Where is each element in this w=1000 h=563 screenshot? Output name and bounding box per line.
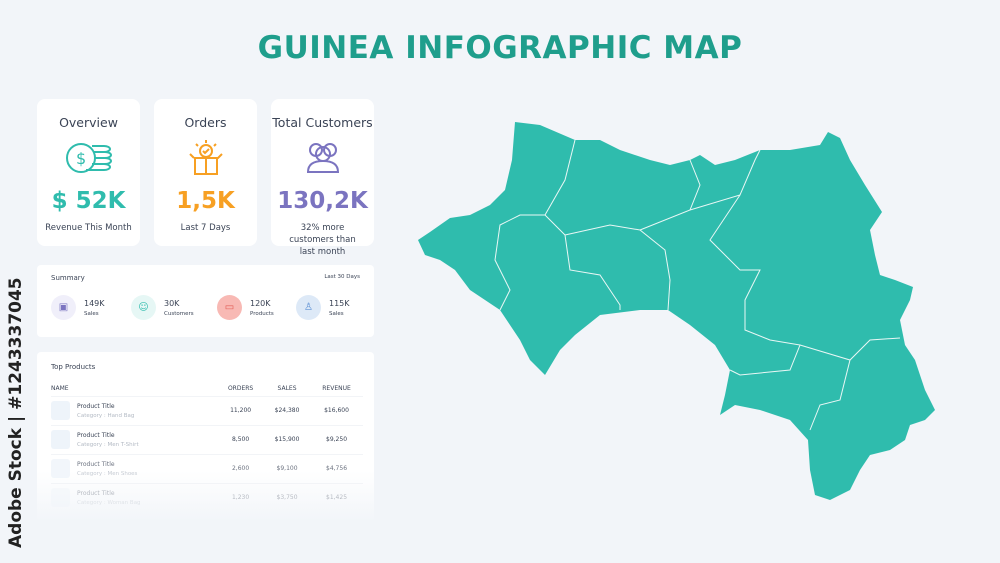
summary-item: ▣ 149K Sales bbox=[51, 295, 105, 320]
table-row[interactable]: Product Title Category : Woman Bag 1,230 $3… bbox=[51, 482, 363, 512]
customers-value: 130,2K bbox=[277, 188, 368, 214]
orders-value: 1,5K bbox=[176, 188, 235, 214]
top-products-panel: Top Products NAME ORDERS SALES REVENUE Prod… bbox=[37, 352, 374, 522]
customers-sub: 32% more customers than last month bbox=[289, 223, 356, 257]
sales-icon: ▣ bbox=[51, 295, 76, 320]
summary-label: Customers bbox=[164, 310, 194, 317]
product-thumbnail bbox=[51, 430, 70, 449]
card-title: Overview bbox=[59, 115, 118, 130]
watermark: Adobe Stock | #1243337045 bbox=[6, 277, 26, 548]
svg-text:$: $ bbox=[76, 149, 86, 168]
orders: 2,600 bbox=[217, 453, 265, 483]
overview-value: $ 52K bbox=[51, 188, 126, 214]
overview-sub: Revenue This Month bbox=[45, 223, 132, 233]
col-name: NAME bbox=[51, 385, 69, 393]
summary-value: 30K bbox=[164, 298, 180, 308]
revenue: $9,250 bbox=[310, 424, 363, 454]
summary-item: ♙ 115K Sales bbox=[296, 295, 350, 320]
product-thumbnail bbox=[51, 401, 70, 420]
dollar-coins-icon: $ bbox=[37, 138, 140, 180]
region-borders bbox=[494, 139, 901, 431]
product-name: Product Title bbox=[77, 460, 115, 468]
bag-icon: ♙ bbox=[296, 295, 321, 320]
product-thumbnail bbox=[51, 459, 70, 478]
table-row[interactable]: Product Title Category : Hand Bag 11,200 $2… bbox=[51, 395, 363, 425]
table-row[interactable]: Product Title Category : Men Shoes 2,600 $9… bbox=[51, 453, 363, 483]
revenue: $16,600 bbox=[310, 395, 363, 425]
col-revenue: REVENUE bbox=[322, 385, 351, 393]
page-title: GUINEA INFOGRAPHIC MAP bbox=[257, 30, 743, 66]
summary-label: Products bbox=[250, 310, 274, 317]
summary-item: ☺ 30K Customers bbox=[131, 295, 194, 320]
col-orders: ORDERS bbox=[227, 385, 254, 393]
guinea-country-shape bbox=[418, 122, 935, 500]
summary-range: Last 30 Days bbox=[324, 274, 360, 280]
orders: 8,500 bbox=[217, 424, 265, 454]
product-name: Product Title bbox=[77, 402, 115, 410]
orders-card: Orders 1,5K Last 7 Days bbox=[154, 99, 257, 246]
product-name: Product Title bbox=[77, 431, 115, 439]
card-title: Orders bbox=[184, 115, 227, 130]
summary-value: 115K bbox=[329, 298, 350, 308]
revenue: $4,756 bbox=[310, 453, 363, 483]
product-category: Category : Woman Bag bbox=[77, 499, 141, 506]
sales: $24,380 bbox=[264, 395, 311, 425]
orders: 1,230 bbox=[217, 482, 265, 512]
customers-card: Total Customers 130,2K 32% more customer… bbox=[271, 99, 374, 257]
summary-value: 149K bbox=[84, 298, 105, 308]
summary-title: Summary bbox=[51, 274, 85, 282]
card-title: Total Customers bbox=[272, 115, 373, 130]
products-table: NAME ORDERS SALES REVENUE Product Title Cate… bbox=[51, 382, 363, 512]
sales: $15,900 bbox=[264, 424, 311, 454]
summary-item: ▭ 120K Products bbox=[217, 295, 274, 320]
summary-panel: Summary Last 30 Days ▣ 149K Sales ☺ 30K Cust… bbox=[37, 265, 374, 337]
revenue: $1,425 bbox=[310, 482, 363, 512]
open-box-icon bbox=[154, 138, 257, 180]
folder-icon: ▭ bbox=[217, 295, 242, 320]
product-name: Product Title bbox=[77, 489, 115, 497]
summary-label: Sales bbox=[329, 310, 344, 317]
customer-icon: ☺ bbox=[131, 295, 156, 320]
product-category: Category : Hand Bag bbox=[77, 412, 135, 419]
sales: $9,100 bbox=[264, 453, 311, 483]
orders-sub: Last 7 Days bbox=[180, 223, 231, 233]
product-thumbnail bbox=[51, 488, 70, 508]
col-sales: SALES bbox=[277, 385, 297, 393]
overview-card: Overview $ $ 52K Revenue This Month bbox=[37, 99, 140, 246]
sales: $3,750 bbox=[264, 482, 311, 512]
product-category: Category : Men Shoes bbox=[77, 470, 138, 477]
users-icon bbox=[271, 138, 374, 180]
summary-value: 120K bbox=[250, 298, 271, 308]
summary-label: Sales bbox=[84, 310, 99, 317]
top-products-title: Top Products bbox=[51, 363, 96, 371]
table-row[interactable]: Product Title Category : Men T-Shirt 8,500… bbox=[51, 424, 363, 454]
product-category: Category : Men T-Shirt bbox=[77, 441, 139, 448]
orders: 11,200 bbox=[217, 395, 265, 425]
